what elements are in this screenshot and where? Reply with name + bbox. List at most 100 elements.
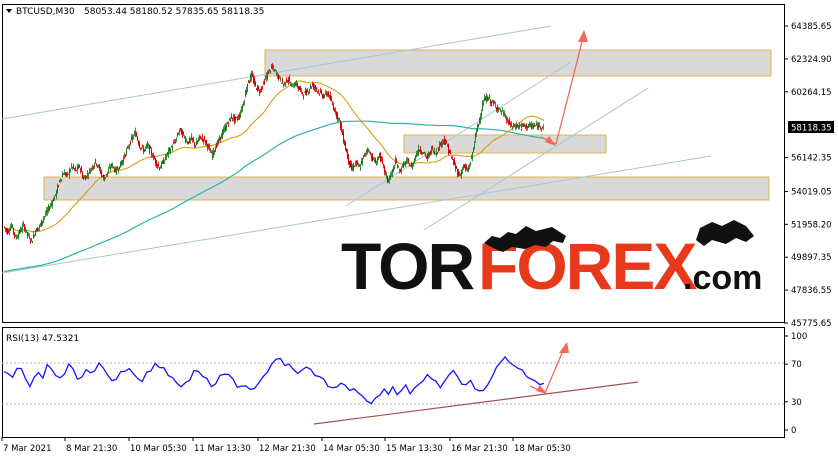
candle-body <box>265 78 266 80</box>
candle-body <box>322 94 323 98</box>
candle-body <box>240 112 241 118</box>
candle-body <box>374 159 375 161</box>
candle-body <box>300 87 301 90</box>
candle-body <box>354 166 355 168</box>
candle-body <box>408 158 409 162</box>
candle-body <box>312 83 313 86</box>
candle-body <box>540 127 541 129</box>
candle-body <box>432 146 433 149</box>
candle-body <box>516 124 517 129</box>
candle-body <box>253 77 254 83</box>
candle-body <box>287 80 288 83</box>
candle-body <box>464 164 465 168</box>
candle-body <box>195 145 196 147</box>
candle-body <box>51 203 52 205</box>
candle-body <box>84 176 85 179</box>
time-tick-label: 14 Mar 05:30 <box>323 444 380 454</box>
candle-body <box>452 158 453 160</box>
candle-body <box>290 84 291 86</box>
candle-body <box>288 80 289 82</box>
candle-body <box>298 86 299 90</box>
symbol-dropdown-icon[interactable] <box>6 9 12 13</box>
rising-channel-bottom <box>423 87 649 231</box>
candle-body <box>177 135 178 137</box>
candle-body <box>268 72 269 74</box>
candle-body <box>121 161 122 166</box>
candle-body <box>363 155 364 158</box>
candle-body <box>308 92 309 94</box>
candle-body <box>472 152 473 159</box>
candle-body <box>445 142 446 145</box>
candle-body <box>367 150 368 152</box>
candle-body <box>348 154 349 163</box>
candle-body <box>41 219 42 227</box>
candle-body <box>43 217 44 221</box>
candle-body <box>365 153 366 155</box>
candle-body <box>330 95 331 101</box>
candle-body <box>490 99 491 104</box>
candle-body <box>381 157 382 159</box>
candle-body <box>65 173 66 176</box>
candle-body <box>237 118 238 120</box>
candle-body <box>511 123 512 127</box>
candle-body <box>99 165 100 169</box>
candle-body <box>125 154 126 157</box>
candle-body <box>448 144 449 153</box>
candle-body <box>294 85 295 88</box>
candle-body <box>463 164 464 170</box>
candle-body <box>150 146 151 149</box>
candle-body <box>46 209 47 215</box>
candle-body <box>189 138 190 143</box>
candle-body <box>184 136 185 138</box>
time-tick-label: 16 Mar 21:30 <box>451 444 508 454</box>
candle-body <box>375 159 376 164</box>
candle-body <box>165 155 166 160</box>
candle-body <box>4 226 5 228</box>
candle-body <box>90 170 91 174</box>
candle-body <box>266 75 267 79</box>
rsi-support-line <box>313 381 639 425</box>
candle-body <box>423 152 424 154</box>
candle-body <box>204 137 205 139</box>
candle-body <box>66 172 67 176</box>
rsi-line <box>3 355 545 405</box>
candle-body <box>224 127 225 130</box>
candle-body <box>110 167 111 170</box>
candle-body <box>120 161 121 168</box>
candle-body <box>14 232 15 236</box>
candle-body <box>273 67 274 69</box>
candle-body <box>467 170 468 172</box>
candle-body <box>499 108 500 109</box>
candle-body <box>149 144 150 153</box>
candle-body <box>251 72 252 79</box>
candle-body <box>235 116 236 121</box>
candle-body <box>454 160 455 165</box>
candle-body <box>83 177 84 179</box>
candle-body <box>55 194 56 196</box>
candle-body <box>136 132 137 137</box>
price-tick-label: 62324.90 <box>791 55 832 65</box>
candle-body <box>262 87 263 89</box>
candle-body <box>134 132 135 135</box>
candle-body <box>417 153 418 155</box>
candle-body <box>175 141 176 143</box>
candle-body <box>459 173 460 175</box>
candle-body <box>425 154 426 156</box>
candle-body <box>479 118 480 124</box>
candle-body <box>243 104 244 106</box>
price-tick-label: 45775.65 <box>791 319 832 329</box>
candle-body <box>167 152 168 154</box>
candle-body <box>87 173 88 176</box>
candle-body <box>123 157 124 163</box>
candle-body <box>115 168 116 173</box>
candle-body <box>23 223 24 225</box>
candle-body <box>382 159 383 163</box>
candle-body <box>106 174 107 176</box>
candle-body <box>12 225 13 228</box>
candle-body <box>61 179 62 181</box>
candle-body <box>338 117 339 120</box>
candle-body <box>390 175 391 180</box>
candle-body <box>170 149 171 153</box>
candle-body <box>481 112 482 116</box>
candle-body <box>48 206 49 211</box>
